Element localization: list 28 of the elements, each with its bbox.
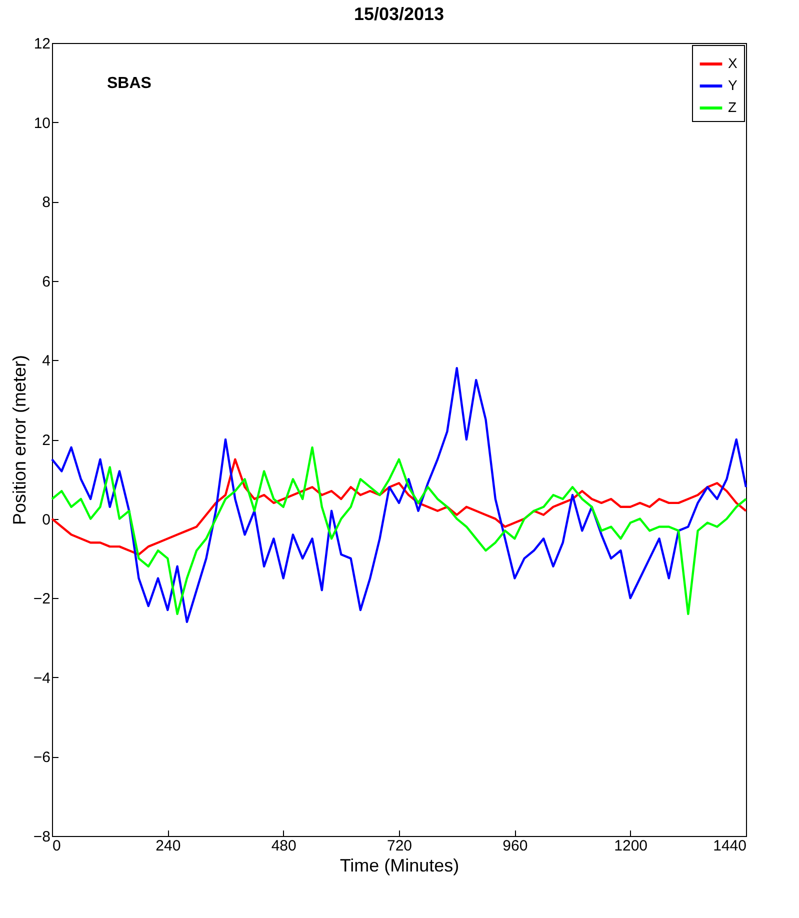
- x-tick-label: 960: [502, 838, 528, 854]
- y-tick-label: 12: [34, 36, 50, 52]
- annotation: SBAS: [107, 75, 152, 92]
- x-tick-label: 240: [156, 838, 181, 854]
- line-series: [50, 446, 748, 616]
- x-tick-label: 480: [271, 838, 296, 854]
- y-tick-label: 6: [42, 273, 50, 290]
- y-tick-label: −8: [33, 828, 50, 846]
- legend-label: X: [728, 55, 738, 71]
- chart-title: 15/03/2013: [354, 4, 444, 24]
- y-tick-label: −2: [33, 590, 50, 608]
- line-series: [50, 458, 748, 556]
- line-series: [50, 367, 748, 623]
- y-tick-label: −6: [33, 749, 50, 766]
- x-tick-label: 0: [52, 838, 61, 854]
- y-axis-title: Position error (meter): [9, 354, 30, 526]
- y-tick-label: 0: [42, 511, 50, 528]
- y-tick-label: −4: [33, 670, 50, 687]
- y-tick-label: 10: [34, 114, 50, 132]
- x-tick-label: 1440: [713, 838, 746, 854]
- y-tick-label: 4: [42, 352, 50, 370]
- y-tick-label: 2: [42, 432, 50, 449]
- y-tick-label: 8: [42, 194, 50, 212]
- x-tick-label: 1200: [614, 838, 648, 854]
- legend-label: Y: [728, 77, 738, 93]
- x-tick-label: 720: [386, 838, 412, 854]
- x-axis-title: Time (Minutes): [340, 856, 460, 876]
- legend-label: Z: [728, 99, 737, 115]
